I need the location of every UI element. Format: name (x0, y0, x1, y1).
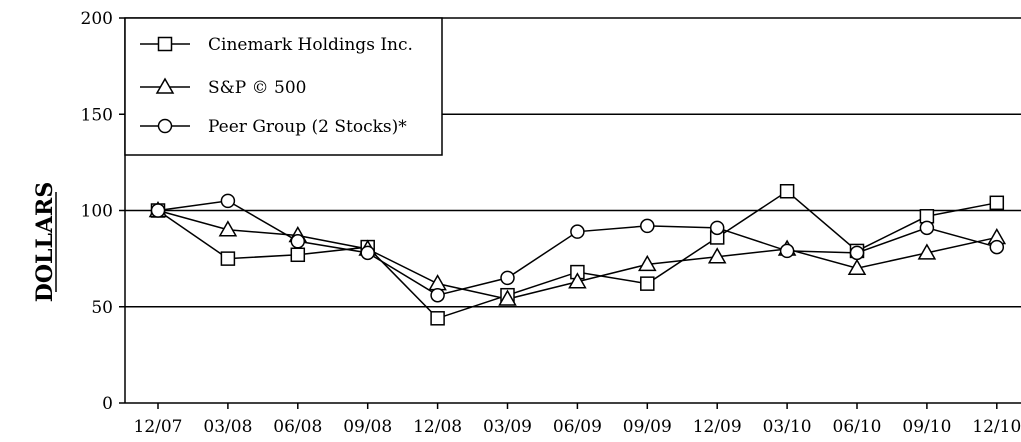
legend: Cinemark Holdings Inc. S&P © 500 Peer Grou… (124, 17, 443, 156)
data-point-circle-8 (709, 220, 725, 236)
data-point-circle-5 (500, 270, 515, 286)
x-tick-label-9: 03/10 (763, 417, 812, 437)
x-tick-label-0: 12/07 (134, 417, 183, 437)
x-tick-label-6: 06/09 (553, 417, 602, 437)
legend-label-triangle: S&P © 500 (208, 78, 306, 98)
data-point-circle-4 (430, 287, 445, 303)
data-point-triangle-6 (568, 272, 587, 289)
data-point-triangle-7 (638, 254, 657, 272)
data-point-triangle-8 (707, 247, 727, 264)
x-tick-label-10: 06/10 (833, 417, 882, 437)
data-point-circle-1 (220, 193, 236, 209)
y-tick-label-150: 150 (81, 105, 113, 125)
series-lines (148, 184, 1007, 326)
data-point-square-2 (290, 247, 306, 263)
data-point-triangle-4 (428, 274, 447, 291)
y-axis-label: DOLLARS (32, 182, 58, 302)
x-tick-label-2: 06/08 (273, 417, 322, 437)
x-tick-label-7: 09/09 (623, 417, 672, 437)
data-point-triangle-10 (847, 258, 867, 275)
x-tick-label-11: 09/10 (902, 417, 951, 437)
y-tick-label-100: 100 (81, 202, 113, 222)
data-point-triangle-1 (218, 220, 238, 237)
data-point-circle-9 (779, 243, 795, 259)
y-tick-labels: 0 50 100 150 200 (81, 9, 113, 414)
data-point-circle-2 (290, 234, 306, 249)
legend-marker-triangle (155, 77, 175, 94)
data-point-circle-10 (849, 245, 865, 261)
data-point-circle-12 (989, 239, 1005, 255)
x-tick-labels: 12/07 03/08 06/08 09/08 12/08 03/09 06/09 09/09… (134, 417, 1021, 437)
data-point-square-9 (779, 184, 795, 199)
x-tick-label-5: 03/09 (483, 417, 532, 437)
x-tick-label-8: 12/09 (693, 417, 742, 437)
data-point-square-7 (640, 276, 655, 291)
data-point-square-4 (430, 311, 445, 326)
legend-marker-square (157, 36, 173, 52)
data-point-circle-11 (919, 220, 935, 236)
data-point-circle-6 (570, 224, 585, 239)
x-tick-label-4: 12/08 (413, 417, 462, 437)
y-tick-label-0: 0 (102, 394, 113, 414)
data-point-triangle-5 (498, 289, 517, 306)
y-tick-label-50: 50 (91, 298, 113, 318)
legend-label-square: Cinemark Holdings Inc. (208, 35, 413, 55)
y-tick-label-200: 200 (81, 9, 113, 29)
legend-marker-circle (157, 118, 173, 134)
legend-label-circle: Peer Group (2 Stocks)* (208, 117, 407, 137)
data-point-circle-7 (640, 218, 655, 234)
x-tick-label-12: 12/10 (972, 417, 1021, 437)
data-point-square-12 (989, 195, 1005, 211)
data-point-triangle-11 (917, 243, 937, 260)
data-point-circle-3 (360, 245, 375, 261)
x-tick-label-1: 03/08 (203, 417, 252, 437)
data-point-circle-0 (150, 203, 166, 218)
x-tick-label-3: 09/08 (343, 417, 392, 437)
data-point-square-1 (220, 251, 236, 266)
